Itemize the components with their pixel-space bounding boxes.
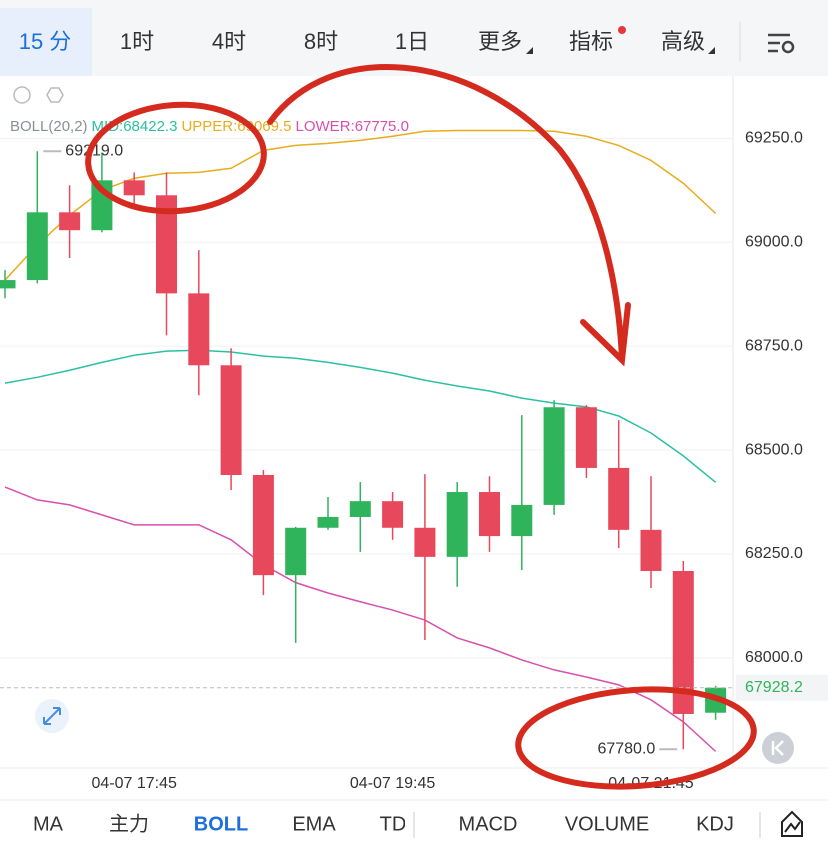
candle-body bbox=[123, 180, 145, 196]
candle-body bbox=[156, 195, 177, 294]
y-tick-label: 68250.0 bbox=[745, 545, 803, 562]
indicator-tab[interactable]: BOLL bbox=[194, 813, 248, 835]
candle-body bbox=[511, 504, 533, 537]
candle-body bbox=[608, 467, 630, 530]
timeframe-tab[interactable]: 8时 bbox=[304, 29, 338, 54]
y-tick-label: 69250.0 bbox=[745, 130, 803, 147]
last-price-label: 67928.2 bbox=[745, 679, 803, 696]
candle-body bbox=[672, 570, 694, 714]
annotation-arrow bbox=[267, 64, 625, 361]
indicator-tab[interactable]: 主力 bbox=[109, 812, 149, 835]
legend-item: LOWER:67775.0 bbox=[296, 118, 409, 135]
indicator-tab[interactable]: MACD bbox=[459, 813, 518, 835]
candle-body bbox=[59, 212, 81, 231]
candle-body bbox=[414, 527, 436, 557]
y-tick-label: 68500.0 bbox=[745, 441, 803, 458]
candle-body bbox=[0, 280, 16, 289]
timeframe-tab[interactable]: 1时 bbox=[120, 29, 154, 54]
candle-body bbox=[220, 365, 242, 475]
scroll-end-button[interactable] bbox=[762, 732, 794, 764]
timeframe-tab[interactable]: 1日 bbox=[395, 29, 429, 54]
annotation bbox=[85, 64, 757, 790]
indicator-tab[interactable]: 指标 bbox=[569, 29, 613, 54]
indicator-tab[interactable]: VOLUME bbox=[565, 813, 649, 835]
indicator-tab[interactable]: MA bbox=[33, 813, 64, 835]
candle-body bbox=[479, 492, 500, 537]
indicator-tab[interactable]: KDJ bbox=[696, 813, 734, 835]
candle-body bbox=[575, 407, 597, 468]
indicator-legend: BOLL(20,2) MID:68422.3 UPPER:69069.5 LOWER:… bbox=[10, 118, 409, 135]
legend-item: BOLL(20,2) bbox=[10, 118, 88, 135]
timeframe-tab[interactable]: 15 分 bbox=[19, 29, 72, 54]
draw-tool-icon[interactable] bbox=[781, 810, 803, 837]
y-tick-label: 68000.0 bbox=[745, 649, 803, 666]
y-tick-label: 69000.0 bbox=[745, 233, 803, 250]
advanced-tab[interactable]: 高级 bbox=[661, 29, 705, 54]
indicator-tab[interactable]: TD bbox=[380, 813, 407, 835]
candle-body bbox=[317, 516, 339, 528]
legend-item: UPPER:69069.5 bbox=[181, 118, 291, 135]
icon-gear bbox=[781, 40, 795, 54]
annotation-ellipse bbox=[85, 101, 267, 215]
settings-hex-icon[interactable] bbox=[46, 87, 64, 103]
dropdown-caret bbox=[526, 47, 533, 54]
x-tick-label: 04-07 19:45 bbox=[350, 775, 436, 792]
dropdown-caret bbox=[708, 47, 715, 54]
candle-body bbox=[349, 501, 371, 517]
scroll-fade bbox=[405, 808, 417, 842]
max-label: 69219.0 bbox=[65, 142, 123, 159]
candle-body bbox=[640, 529, 662, 571]
settings-icon[interactable] bbox=[768, 33, 795, 54]
annotation-ellipse bbox=[515, 686, 757, 790]
expand-icon bbox=[43, 707, 61, 725]
boll-line bbox=[4, 486, 717, 752]
candle-body bbox=[285, 527, 307, 576]
notification-dot bbox=[618, 26, 626, 34]
last-price-box bbox=[736, 674, 828, 701]
indicator-tab[interactable]: EMA bbox=[292, 813, 336, 835]
min-label: 67780.0 bbox=[597, 741, 655, 758]
boll-line bbox=[4, 129, 717, 281]
y-tick-label: 68750.0 bbox=[745, 337, 803, 354]
timeframe-bar bbox=[0, 0, 828, 76]
more-tab[interactable]: 更多 bbox=[478, 29, 522, 54]
candle-body bbox=[26, 212, 48, 281]
candle-body bbox=[382, 501, 404, 528]
annotation-arrowhead bbox=[580, 302, 631, 367]
eye-icon[interactable] bbox=[13, 86, 31, 104]
candle-body bbox=[252, 474, 274, 576]
scroll-end-icon bbox=[771, 740, 784, 756]
candle-body bbox=[543, 407, 565, 505]
timeframe-tab[interactable]: 4时 bbox=[212, 29, 246, 54]
x-tick-label: 04-07 17:45 bbox=[91, 775, 177, 792]
candle-body bbox=[188, 293, 210, 366]
boll-line bbox=[4, 349, 717, 483]
active-tab-bg bbox=[0, 8, 92, 76]
candle-body bbox=[446, 492, 468, 557]
